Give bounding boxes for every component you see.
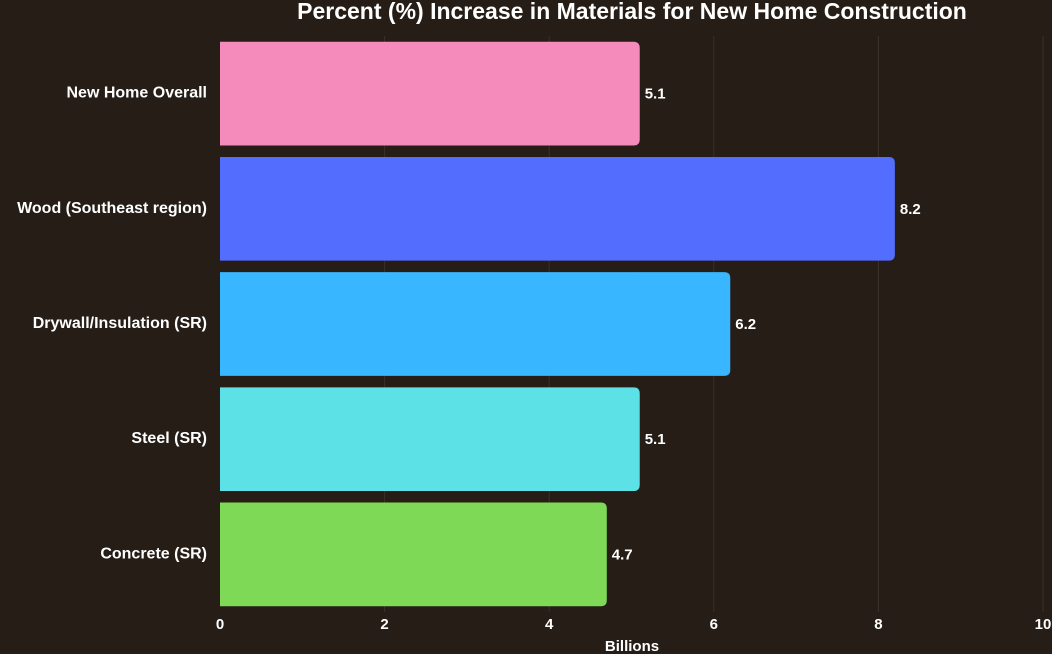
bar-value-label: 6.2 xyxy=(735,316,756,333)
category-labels: New Home Overall Wood (Southeast region) D… xyxy=(17,85,207,563)
category-label: Wood (Southeast region) xyxy=(17,200,207,217)
category-label: New Home Overall xyxy=(67,85,208,102)
bar xyxy=(220,272,731,376)
bar-value-label: 5.1 xyxy=(645,86,666,103)
bar-value-label: 8.2 xyxy=(900,201,921,218)
chart-title: Percent (%) Increase in Materials for Ne… xyxy=(297,0,967,24)
bar-value-label: 4.7 xyxy=(612,546,633,563)
x-tick-label: 8 xyxy=(874,616,882,633)
bar xyxy=(220,156,895,261)
category-label: Drywall/Insulation (SR) xyxy=(33,315,207,332)
category-label: Concrete (SR) xyxy=(100,545,207,562)
bar xyxy=(220,41,640,146)
x-tick-label: 10 xyxy=(1035,616,1052,633)
bar-value-label: 5.1 xyxy=(645,431,666,448)
x-tick-label: 6 xyxy=(710,616,718,633)
bar xyxy=(220,387,640,492)
bar xyxy=(220,502,607,607)
x-tick-label: 0 xyxy=(216,616,224,633)
x-axis-ticks: 0 2 4 6 8 10 xyxy=(216,616,1052,633)
x-tick-label: 2 xyxy=(380,616,388,633)
bars: 5.1 8.2 6.2 5.1 4.7 xyxy=(220,41,921,607)
category-label: Steel (SR) xyxy=(131,430,207,447)
x-axis-label: Billions xyxy=(605,638,659,654)
x-tick-label: 4 xyxy=(545,616,554,633)
